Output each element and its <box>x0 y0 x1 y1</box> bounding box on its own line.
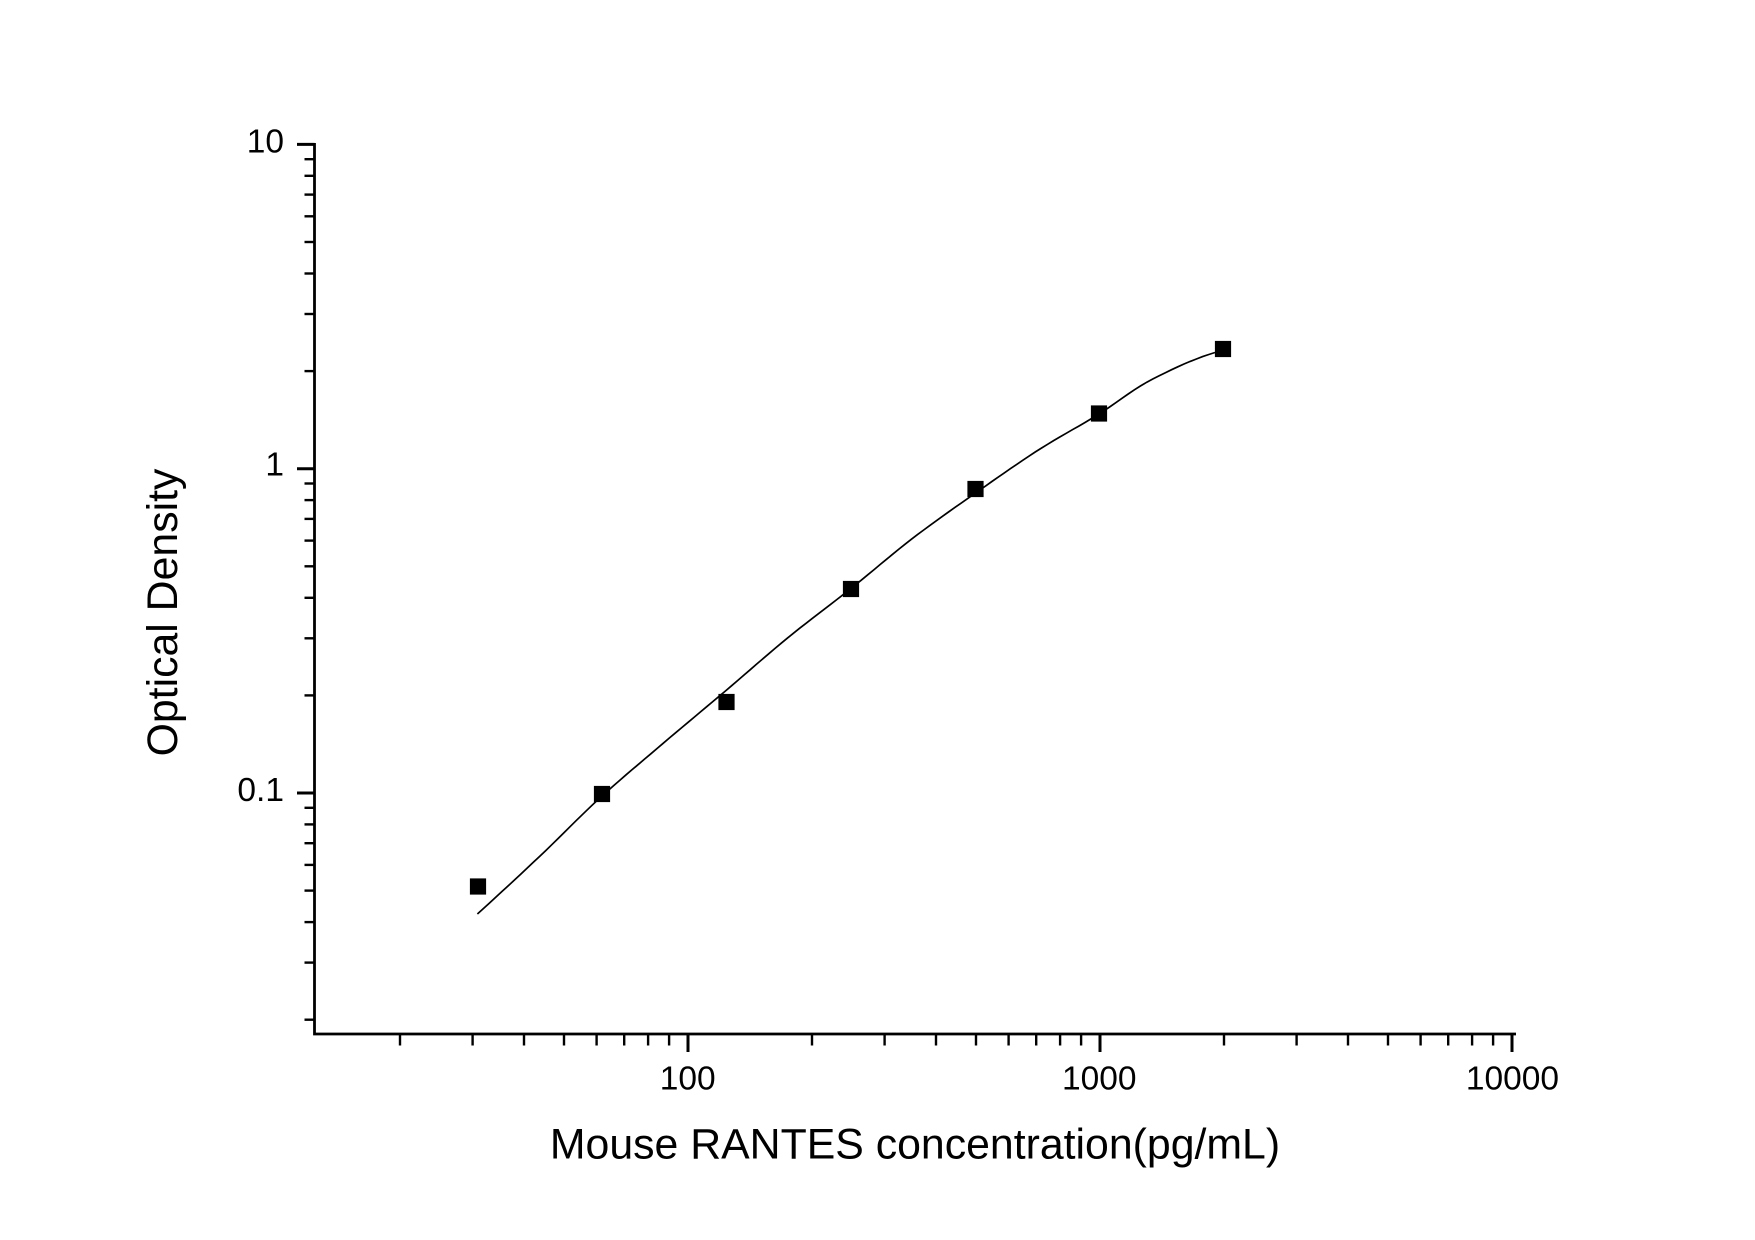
svg-text:Mouse RANTES concentration(pg/: Mouse RANTES concentration(pg/mL) <box>550 1121 1280 1169</box>
svg-text:10: 10 <box>247 123 284 160</box>
svg-text:0.1: 0.1 <box>237 772 284 809</box>
svg-text:10000: 10000 <box>1466 1061 1559 1098</box>
svg-text:100: 100 <box>660 1061 716 1098</box>
svg-text:1000: 1000 <box>1062 1061 1137 1098</box>
svg-text:1: 1 <box>265 446 284 483</box>
svg-text:Optical Density: Optical Density <box>139 468 187 756</box>
